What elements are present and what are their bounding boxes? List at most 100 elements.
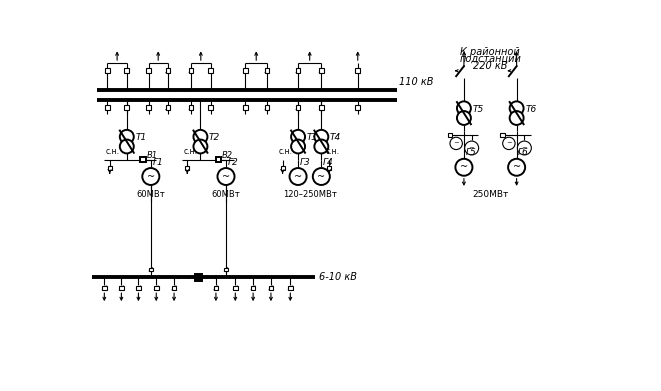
- Bar: [500, 133, 505, 137]
- Text: с.н.: с.н.: [325, 147, 339, 156]
- Circle shape: [455, 159, 473, 176]
- Circle shape: [217, 168, 235, 185]
- Circle shape: [315, 140, 329, 153]
- Bar: [189, 68, 194, 73]
- Text: ~: ~: [317, 172, 325, 181]
- Bar: [295, 68, 300, 73]
- Circle shape: [502, 137, 515, 150]
- Circle shape: [142, 168, 159, 185]
- Text: подстанции: подстанции: [459, 54, 522, 64]
- Text: 60МВт: 60МВт: [212, 190, 241, 199]
- Bar: [319, 68, 324, 73]
- Text: Т3: Т3: [307, 133, 318, 142]
- Bar: [105, 106, 110, 110]
- Text: ~: ~: [522, 145, 527, 151]
- Circle shape: [510, 111, 524, 125]
- Text: Г1: Г1: [153, 158, 163, 167]
- Text: Г3: Г3: [299, 158, 311, 167]
- Bar: [146, 68, 151, 73]
- Bar: [319, 106, 324, 110]
- Bar: [185, 166, 189, 170]
- Bar: [102, 285, 106, 290]
- Bar: [208, 68, 213, 73]
- Bar: [136, 285, 141, 290]
- Bar: [265, 106, 270, 110]
- Bar: [214, 285, 218, 290]
- Text: 6-10 кВ: 6-10 кВ: [319, 272, 357, 282]
- Bar: [196, 274, 202, 281]
- Text: ~: ~: [469, 145, 475, 151]
- Circle shape: [194, 140, 208, 153]
- Circle shape: [291, 140, 305, 153]
- Bar: [154, 285, 159, 290]
- Bar: [281, 166, 284, 170]
- Circle shape: [120, 130, 134, 144]
- Text: Г5: Г5: [465, 148, 476, 157]
- Bar: [233, 285, 237, 290]
- Bar: [251, 285, 255, 290]
- Text: 220 кВ: 220 кВ: [473, 61, 508, 71]
- Bar: [243, 68, 248, 73]
- Text: с.н.: с.н.: [279, 147, 293, 156]
- Text: Т4: Т4: [330, 133, 341, 142]
- Text: В1: В1: [147, 151, 158, 160]
- Bar: [265, 68, 270, 73]
- Circle shape: [450, 137, 463, 150]
- Bar: [208, 106, 213, 110]
- Text: 250МВт: 250МВт: [472, 190, 508, 199]
- Bar: [124, 68, 129, 73]
- Text: ~: ~: [506, 140, 512, 146]
- Text: Т6: Т6: [525, 105, 536, 114]
- Bar: [356, 68, 360, 73]
- Circle shape: [508, 159, 525, 176]
- Bar: [149, 267, 153, 271]
- Text: 120–250МВт: 120–250МВт: [283, 190, 336, 199]
- Bar: [288, 285, 293, 290]
- Bar: [108, 166, 112, 170]
- Circle shape: [291, 130, 305, 144]
- Text: Т1: Т1: [136, 133, 147, 142]
- Bar: [172, 285, 176, 290]
- Circle shape: [120, 140, 134, 153]
- Circle shape: [194, 130, 208, 144]
- Bar: [165, 106, 170, 110]
- Text: ~: ~: [294, 172, 302, 181]
- Circle shape: [313, 168, 330, 185]
- Text: Т5: Т5: [473, 105, 484, 114]
- Text: В2: В2: [222, 151, 233, 160]
- Bar: [189, 106, 194, 110]
- Text: Г4: Г4: [323, 158, 334, 167]
- Circle shape: [518, 141, 531, 155]
- Bar: [356, 106, 360, 110]
- Text: Г6: Г6: [518, 148, 529, 157]
- Bar: [165, 68, 170, 73]
- Text: ~: ~: [147, 172, 155, 181]
- Text: ~: ~: [222, 172, 230, 181]
- Bar: [119, 285, 124, 290]
- Text: ~: ~: [460, 162, 468, 172]
- Circle shape: [315, 130, 329, 144]
- Bar: [215, 157, 221, 162]
- Bar: [327, 166, 331, 170]
- Text: ~: ~: [453, 140, 459, 146]
- Text: Т2: Т2: [209, 133, 220, 142]
- Bar: [146, 106, 151, 110]
- Text: 110 кВ: 110 кВ: [399, 77, 434, 87]
- Bar: [224, 267, 228, 271]
- Text: ~: ~: [512, 162, 521, 172]
- Bar: [243, 106, 248, 110]
- Circle shape: [290, 168, 307, 185]
- Text: Г2: Г2: [227, 158, 239, 167]
- Circle shape: [457, 111, 471, 125]
- Text: с.н.: с.н.: [106, 147, 120, 156]
- Circle shape: [465, 141, 479, 155]
- Text: 60МВт: 60МВт: [136, 190, 165, 199]
- Bar: [447, 133, 452, 137]
- Text: К районной: К районной: [461, 47, 520, 57]
- Bar: [140, 157, 146, 162]
- Bar: [124, 106, 129, 110]
- Bar: [105, 68, 110, 73]
- Bar: [295, 106, 300, 110]
- Bar: [268, 285, 273, 290]
- Circle shape: [510, 101, 524, 115]
